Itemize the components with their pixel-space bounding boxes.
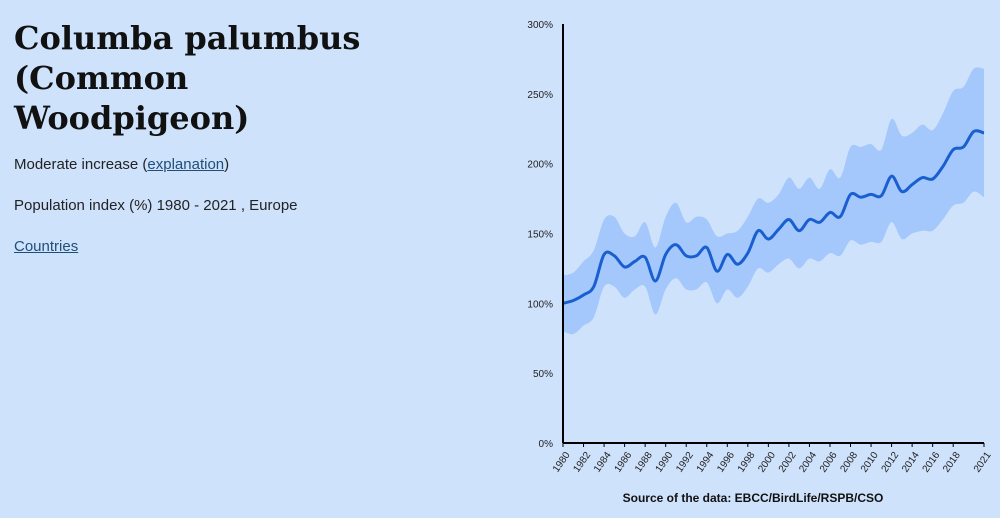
x-tick-label: 1988: [633, 450, 655, 475]
x-tick-label: 1982: [571, 450, 593, 475]
species-title: Columba palumbus (Common Woodpigeon): [14, 18, 374, 138]
y-tick-label: 250%: [527, 90, 553, 101]
x-tick-label: 2021: [972, 450, 994, 475]
explanation-link[interactable]: explanation: [147, 156, 225, 173]
title-line: Columba palumbus: [14, 19, 361, 57]
trend-prefix: Moderate increase (: [14, 156, 148, 173]
x-tick-label: 2016: [921, 450, 943, 475]
x-tick-label: 2004: [797, 450, 819, 475]
x-tick-label: 1980: [551, 450, 573, 475]
y-tick-label: 50%: [533, 369, 553, 380]
x-tick-label: 2008: [838, 450, 860, 475]
x-tick-label: 2018: [941, 450, 963, 475]
y-tick-label: 200%: [527, 160, 553, 171]
x-tick-label: 1998: [736, 450, 758, 475]
data-source: Source of the data: EBCC/BirdLife/RSPB/C…: [622, 491, 884, 505]
x-tick-label: 2000: [756, 450, 778, 475]
title-line: Woodpigeon): [14, 99, 250, 137]
title-line: (Common: [14, 59, 189, 97]
trend-line: [562, 129, 985, 305]
y-tick-label: 0%: [539, 439, 554, 450]
x-tick-label: 2014: [900, 450, 922, 475]
countries-line: Countries: [14, 238, 374, 255]
countries-link[interactable]: Countries: [14, 238, 79, 255]
x-tick-labels: 1980198219841986198819901992199419961998…: [551, 443, 994, 475]
x-tick-label: 2002: [777, 450, 799, 475]
confidence-band: [563, 67, 984, 335]
x-tick-label: 2012: [880, 450, 902, 475]
x-tick-label: 2006: [818, 450, 840, 475]
x-tick-label: 1992: [674, 450, 696, 475]
y-tick-labels: 0% 50% 100% 150% 200% 250% 300%: [527, 20, 553, 450]
x-tick-label: 1984: [592, 450, 614, 475]
species-info: Columba palumbus (Common Woodpigeon) Mod…: [14, 18, 374, 279]
x-tick-label: 2010: [859, 450, 881, 475]
trend-suffix: ): [224, 156, 230, 173]
y-tick-label: 100%: [527, 299, 553, 310]
x-tick-label: 1994: [695, 450, 717, 475]
index-subtitle: Population index (%) 1980 - 2021 , Europ…: [14, 197, 298, 214]
trend-status: Moderate increase (explanation): [14, 156, 374, 173]
x-tick-label: 1986: [613, 450, 635, 475]
y-tick-label: 300%: [527, 20, 553, 31]
x-tick-label: 1996: [715, 450, 737, 475]
x-tick-label: 1990: [654, 450, 676, 475]
y-tick-label: 150%: [527, 230, 553, 241]
